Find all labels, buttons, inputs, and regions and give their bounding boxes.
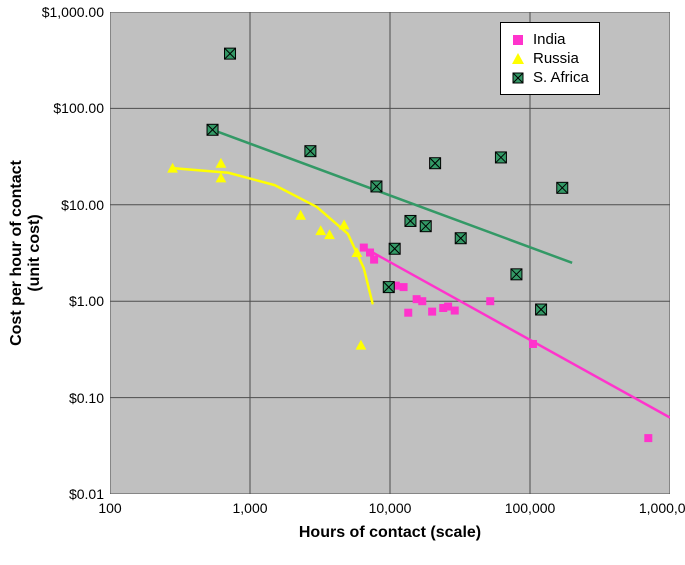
x-tick-label: 1,000 [232, 500, 267, 516]
y-tick-label: $1.00 [69, 293, 104, 309]
x-tick-label: 1,000,000 [639, 500, 685, 516]
x-tick-label: 100,000 [505, 500, 556, 516]
legend: India Russia S. Africa [500, 22, 600, 95]
x-axis-title: Hours of contact (scale) [299, 524, 481, 542]
legend-item: S. Africa [511, 69, 589, 86]
x-tick-label: 100 [98, 500, 121, 516]
scatter-chart: $0.01$0.10$1.00$10.00$100.00$1,000.00 10… [0, 0, 685, 565]
legend-swatch [511, 71, 525, 85]
y-tick-label: $1,000.00 [42, 4, 104, 20]
legend-item: Russia [511, 50, 589, 67]
legend-item: India [511, 31, 589, 48]
y-axis-title: Cost per hour of contact(unit cost) [8, 160, 44, 346]
legend-swatch [511, 33, 525, 47]
legend-label: S. Africa [533, 69, 589, 86]
y-tick-label: $10.00 [61, 197, 104, 213]
legend-label: Russia [533, 50, 579, 67]
y-tick-label: $100.00 [53, 100, 104, 116]
x-tick-label: 10,000 [369, 500, 412, 516]
y-tick-label: $0.10 [69, 390, 104, 406]
legend-swatch [511, 52, 525, 66]
legend-label: India [533, 31, 566, 48]
